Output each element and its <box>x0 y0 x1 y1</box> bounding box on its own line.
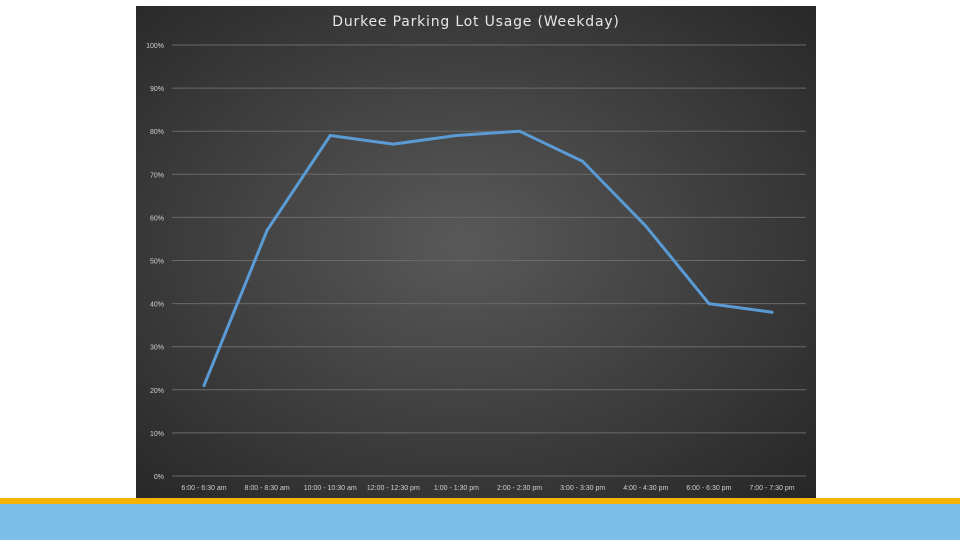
x-tick-label: 2:00 - 2:30 pm <box>497 485 542 492</box>
x-tick-label: 7:00 - 7:30 pm <box>749 485 794 492</box>
x-tick-label: 10:00 - 10:30 am <box>304 485 357 492</box>
chart-panel: Durkee Parking Lot Usage (Weekday) 0% 10%… <box>136 6 816 498</box>
y-tick-label: 20% <box>150 388 164 395</box>
data-point <box>202 383 206 387</box>
y-tick-label: 90% <box>150 86 164 93</box>
data-point <box>707 302 711 306</box>
x-tick-label: 1:00 - 1:30 pm <box>434 485 479 492</box>
y-tick-label: 60% <box>150 215 164 222</box>
data-point <box>518 129 522 133</box>
footer-accent-stripe <box>0 498 960 504</box>
x-tick-label: 8:00 - 8:30 am <box>245 485 290 492</box>
y-tick-label: 40% <box>150 302 164 309</box>
x-tick-label: 6:00 - 6:30 pm <box>686 485 731 492</box>
data-point <box>581 159 585 163</box>
x-tick-label: 4:00 - 4:30 pm <box>623 485 668 492</box>
x-tick-label: 12:00 - 12:30 pm <box>367 485 420 492</box>
y-tick-label: 10% <box>150 431 164 438</box>
data-point <box>644 224 648 228</box>
y-tick-label: 70% <box>150 172 164 179</box>
chart-title: Durkee Parking Lot Usage (Weekday) <box>332 14 620 30</box>
y-tick-label: 100% <box>146 43 164 50</box>
data-point <box>454 134 458 138</box>
x-tick-label: 3:00 - 3:30 pm <box>560 485 605 492</box>
series-line <box>202 129 774 387</box>
y-tick-label: 50% <box>150 259 164 266</box>
x-tick-label: 6:00 - 6:30 am <box>181 485 226 492</box>
y-tick-label: 0% <box>154 474 164 481</box>
data-point <box>328 134 332 138</box>
footer-band <box>0 504 960 540</box>
data-point <box>265 228 269 232</box>
data-point <box>391 142 395 146</box>
y-tick-label: 30% <box>150 345 164 352</box>
y-tick-label: 80% <box>150 129 164 136</box>
line-chart: 0% 10% 20% 30% 40% 50% 60% 70% 80% 90% 100% 6:00 - … <box>146 43 806 492</box>
data-point <box>770 310 774 314</box>
